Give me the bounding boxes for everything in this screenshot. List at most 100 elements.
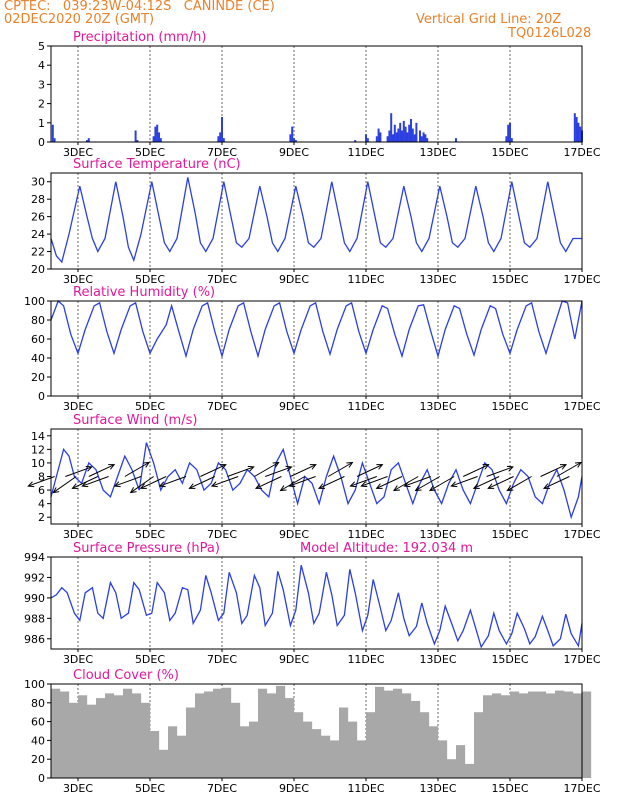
wind-arrow	[28, 476, 55, 487]
cloud-cover-bar	[87, 704, 97, 778]
precip-bar	[154, 126, 157, 142]
wind-arrow	[415, 476, 441, 491]
cloud-cover-bar	[141, 702, 151, 778]
wind-arrow-head	[139, 483, 147, 489]
model-altitude-label: Model Altitude: 192.034 m	[300, 541, 473, 556]
wind-arrow-head	[158, 481, 166, 488]
wind-plot-frame	[50, 428, 583, 525]
precip-bar	[51, 124, 54, 142]
cloud-cover-bar	[348, 721, 358, 778]
wind-arrow	[350, 476, 377, 487]
y-tick-label: 22	[31, 246, 45, 259]
precip-bar	[573, 113, 576, 142]
cloud-cover-bar	[573, 693, 583, 778]
precip-bar	[401, 130, 403, 142]
x-tick-label: 17DEC	[563, 528, 600, 541]
temp-plot-frame	[50, 172, 583, 270]
wind-arrow	[356, 464, 383, 477]
y-tick-label: 0	[38, 136, 45, 149]
cloud-cover-bar	[132, 693, 142, 778]
wind-arrow-head	[129, 487, 137, 494]
cloud-cover-bar	[555, 690, 565, 778]
precip-bar	[510, 138, 513, 142]
precip-bar	[420, 136, 423, 142]
wind-arrow	[124, 462, 150, 477]
x-tick-label: 7DEC	[207, 528, 237, 541]
wind-arrow	[88, 464, 115, 477]
precip-bar	[217, 136, 220, 142]
precip-bar	[397, 128, 400, 142]
cloud-cover-bar	[96, 698, 106, 778]
precip-bar	[411, 128, 414, 142]
x-tick-label: 5DEC	[135, 782, 165, 795]
temp-series-line	[50, 177, 582, 264]
precip-bar	[379, 132, 382, 142]
x-tick-label: 9DEC	[279, 146, 309, 159]
wind-arrow-head	[254, 483, 263, 489]
precip-bar	[422, 132, 425, 142]
wind-arrow	[140, 476, 167, 489]
cloud-cover-bar	[222, 687, 232, 778]
wind-arrow	[159, 476, 187, 487]
wind-arrow-head	[272, 461, 280, 468]
cloud-cover-bar	[519, 693, 529, 778]
cloud-cover-bar	[249, 721, 259, 778]
cloud-cover-bar	[393, 688, 403, 778]
precip-bar	[408, 124, 411, 142]
x-tick-label: 13DEC	[419, 528, 456, 541]
wind-arrow-head	[428, 485, 436, 492]
x-tick-label: 5DEC	[135, 273, 165, 286]
y-tick-label: 14	[31, 430, 45, 443]
rh-series-line	[50, 299, 583, 359]
x-tick-label: 3DEC	[63, 528, 93, 541]
y-tick-label: 988	[24, 612, 45, 625]
wind-arrow-head	[219, 464, 227, 470]
wind-arrow	[280, 476, 306, 491]
x-tick-label: 3DEC	[63, 653, 93, 666]
x-tick-label: 17DEC	[563, 146, 600, 159]
x-tick-label: 13DEC	[419, 400, 456, 413]
cloud-cover-bar	[402, 693, 412, 778]
wind-arrow	[254, 462, 279, 477]
y-tick-label: 8	[38, 471, 45, 484]
wind-arrow	[200, 464, 226, 477]
precip-bar	[388, 130, 391, 142]
cloud-cover-bar	[330, 740, 340, 778]
precip-bar	[395, 132, 398, 142]
y-tick-label: 26	[31, 211, 45, 224]
header-model-id: TQ0126L028	[508, 26, 592, 41]
cloud-cover-bar	[204, 691, 214, 778]
precip-bar	[455, 138, 457, 142]
wind-arrow	[82, 476, 109, 487]
cloud-cover-bar	[528, 691, 538, 778]
x-tick-label: 11DEC	[347, 653, 384, 666]
wind-arrow-head	[52, 487, 60, 494]
cloud-cover-bar	[285, 698, 295, 778]
wind-arrow-head	[450, 481, 458, 488]
precip-bar	[579, 126, 582, 142]
precip-bar	[505, 136, 508, 142]
x-tick-label: 3DEC	[63, 273, 93, 286]
wind-arrow-head	[559, 464, 568, 470]
header-location: CPTEC: 039:23W-04:12S CANINDE (CE)	[4, 0, 275, 14]
wind-arrow	[404, 476, 431, 487]
cloud-cover-bar	[105, 693, 115, 778]
y-tick-label: 100	[24, 295, 45, 308]
precip-bar	[575, 117, 578, 142]
precip-bar	[291, 126, 294, 142]
cloud-cover-bar	[501, 695, 511, 778]
precip-bar	[393, 124, 396, 142]
precip-bar	[404, 126, 407, 142]
cloud-cover-bar	[582, 691, 592, 778]
precip-bar	[136, 140, 139, 142]
y-tick-label: 12	[31, 443, 45, 456]
wind-arrow-head	[542, 483, 551, 489]
x-tick-label: 5DEC	[135, 653, 165, 666]
precip-bar	[134, 130, 137, 142]
y-tick-label: 24	[31, 228, 45, 241]
wind-arrow-head	[285, 465, 293, 472]
precip-title: Precipitation (mm/h)	[73, 30, 206, 45]
wind-arrow-head	[27, 481, 35, 488]
cloud-cover-bar	[339, 707, 349, 778]
pres-title: Surface Pressure (hPa)	[73, 541, 220, 556]
